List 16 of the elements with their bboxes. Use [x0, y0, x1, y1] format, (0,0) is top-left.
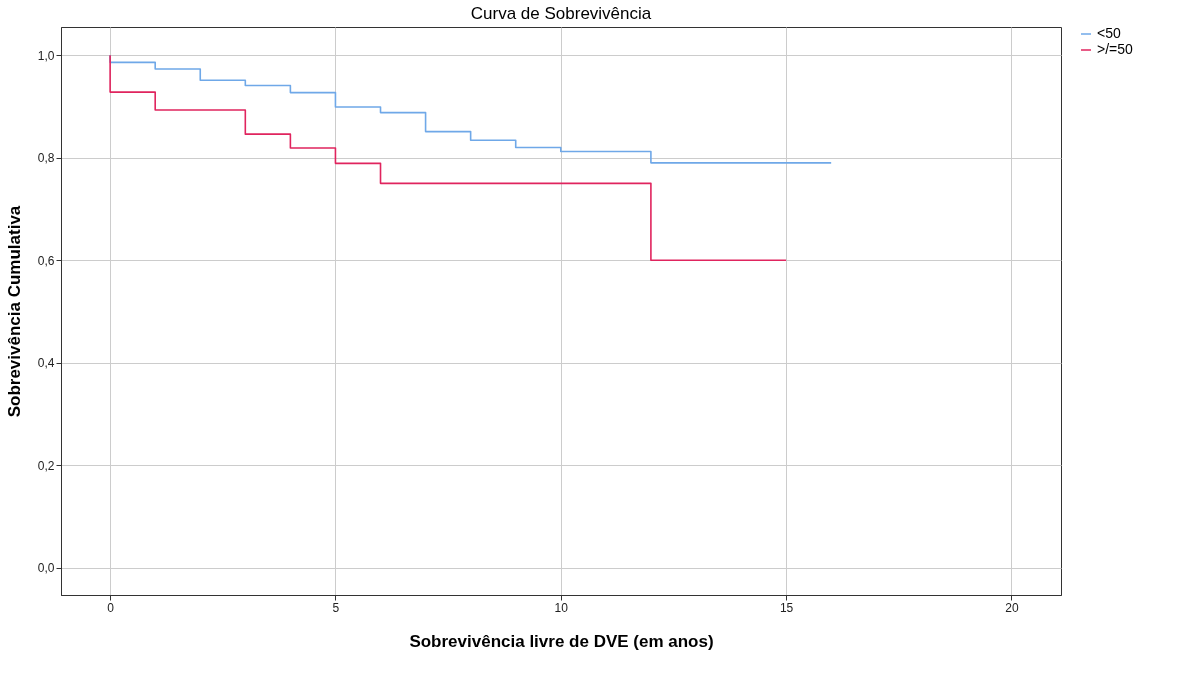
legend-label: <50 — [1097, 25, 1121, 41]
x-tick-label: 5 — [332, 600, 340, 615]
y-tick-label: 0,6 — [37, 253, 55, 268]
chart-title: Curva de Sobrevivência — [470, 4, 652, 23]
legend-label: >/=50 — [1097, 41, 1134, 57]
x-axis-title: Sobrevivência livre de DVE (em anos) — [409, 631, 714, 651]
x-tick-label: 15 — [779, 600, 794, 615]
y-tick-label: 0,2 — [37, 458, 55, 473]
y-tick-label: 0,8 — [37, 151, 55, 166]
x-tick-label: 20 — [1005, 600, 1019, 615]
y-tick-label: 1,0 — [37, 48, 55, 63]
y-tick-label: 0,0 — [37, 561, 55, 576]
x-tick-label: 0 — [107, 600, 115, 615]
x-tick-label: 10 — [554, 600, 569, 615]
y-tick-label: 0,4 — [37, 356, 55, 371]
y-axis-title: Sobrevivência Cumulativa — [4, 205, 24, 418]
